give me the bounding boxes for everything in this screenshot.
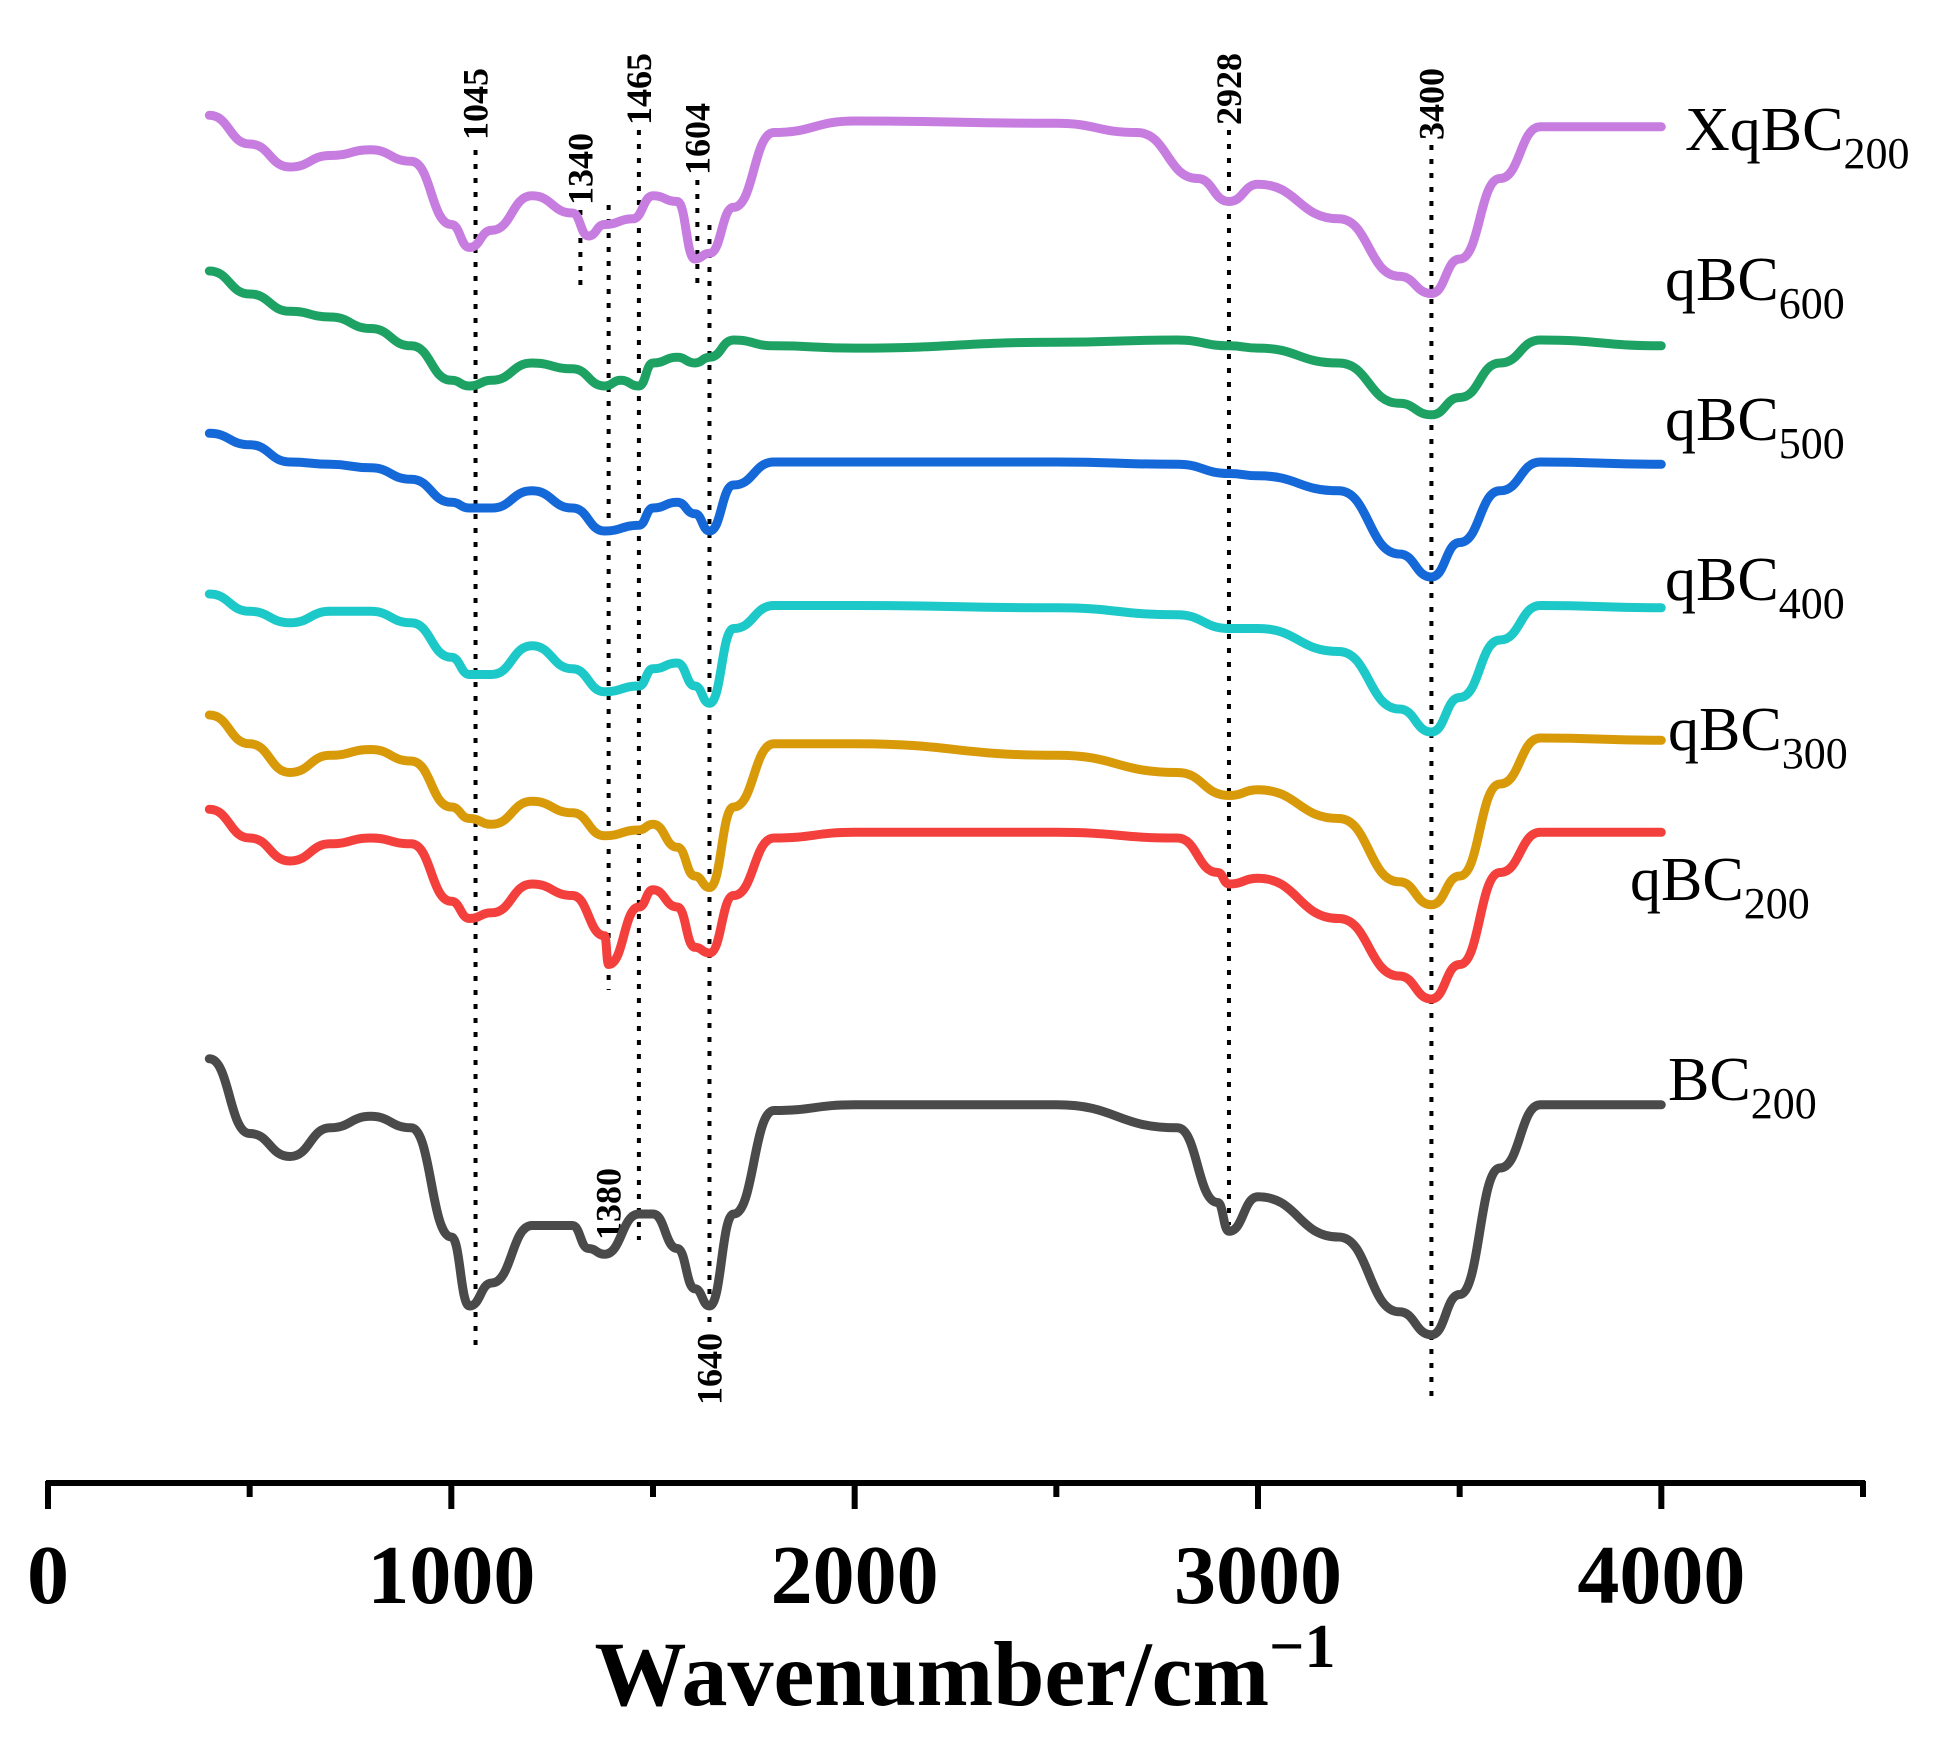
series-label-subscript: 200 [1751, 1079, 1817, 1128]
series-line-qbc400 [204, 589, 1666, 737]
series-label-subscript: 400 [1779, 579, 1845, 628]
x-tick-label: 2000 [771, 1529, 939, 1622]
series-label-name: qBC [1665, 246, 1779, 314]
x-tick-label: 4000 [1577, 1529, 1745, 1622]
peak-label: 1045 [456, 68, 496, 140]
peak-label: 1465 [619, 53, 659, 125]
series-label-name: BC [1668, 1046, 1751, 1114]
series-line-qbc500 [204, 428, 1666, 582]
series-label-subscript: 200 [1843, 129, 1909, 178]
x-axis-title: Wavenumber/cm−1 [595, 1613, 1336, 1725]
series-line-qbc600 [204, 266, 1666, 420]
series-line-xqbc200 [204, 110, 1666, 298]
peak-label: 3400 [1411, 68, 1451, 140]
x-tick-label: 0 [27, 1529, 69, 1622]
peak-label: 2928 [1209, 53, 1249, 125]
x-tick-label: 3000 [1174, 1529, 1342, 1622]
series-label: qBC600 [1665, 246, 1845, 328]
series-label-subscript: 300 [1782, 729, 1848, 778]
series-label-name: XqBC [1685, 96, 1843, 164]
series-label: XqBC200 [1685, 96, 1909, 178]
series-label-name: qBC [1630, 846, 1744, 914]
series-label-group: XqBC200qBC600qBC500qBC400qBC300qBC200BC2… [1630, 96, 1909, 1128]
series-label-name: qBC [1665, 386, 1779, 454]
series-label: qBC200 [1630, 846, 1810, 928]
series-label: qBC300 [1668, 696, 1848, 778]
series-label: BC200 [1668, 1046, 1817, 1128]
peak-label: 1340 [560, 133, 600, 205]
series-label-subscript: 200 [1744, 879, 1810, 928]
peak-label: 1604 [677, 103, 717, 175]
series-line-bc200 [204, 1054, 1666, 1340]
series-label: qBC500 [1665, 386, 1845, 468]
series-group [204, 110, 1666, 1340]
series-line-qbc300 [204, 710, 1666, 910]
series-line-qbc200 [204, 804, 1666, 1004]
series-label: qBC400 [1665, 546, 1845, 628]
series-label-subscript: 500 [1779, 419, 1845, 468]
series-label-name: qBC [1665, 546, 1779, 614]
peak-label: 1640 [689, 1333, 729, 1405]
series-label-name: qBC [1668, 696, 1782, 764]
series-label-subscript: 600 [1779, 279, 1845, 328]
x-tick-label: 1000 [367, 1529, 535, 1622]
x-axis-ticks: 0 1000 2000 3000 4000 [27, 1481, 1866, 1622]
